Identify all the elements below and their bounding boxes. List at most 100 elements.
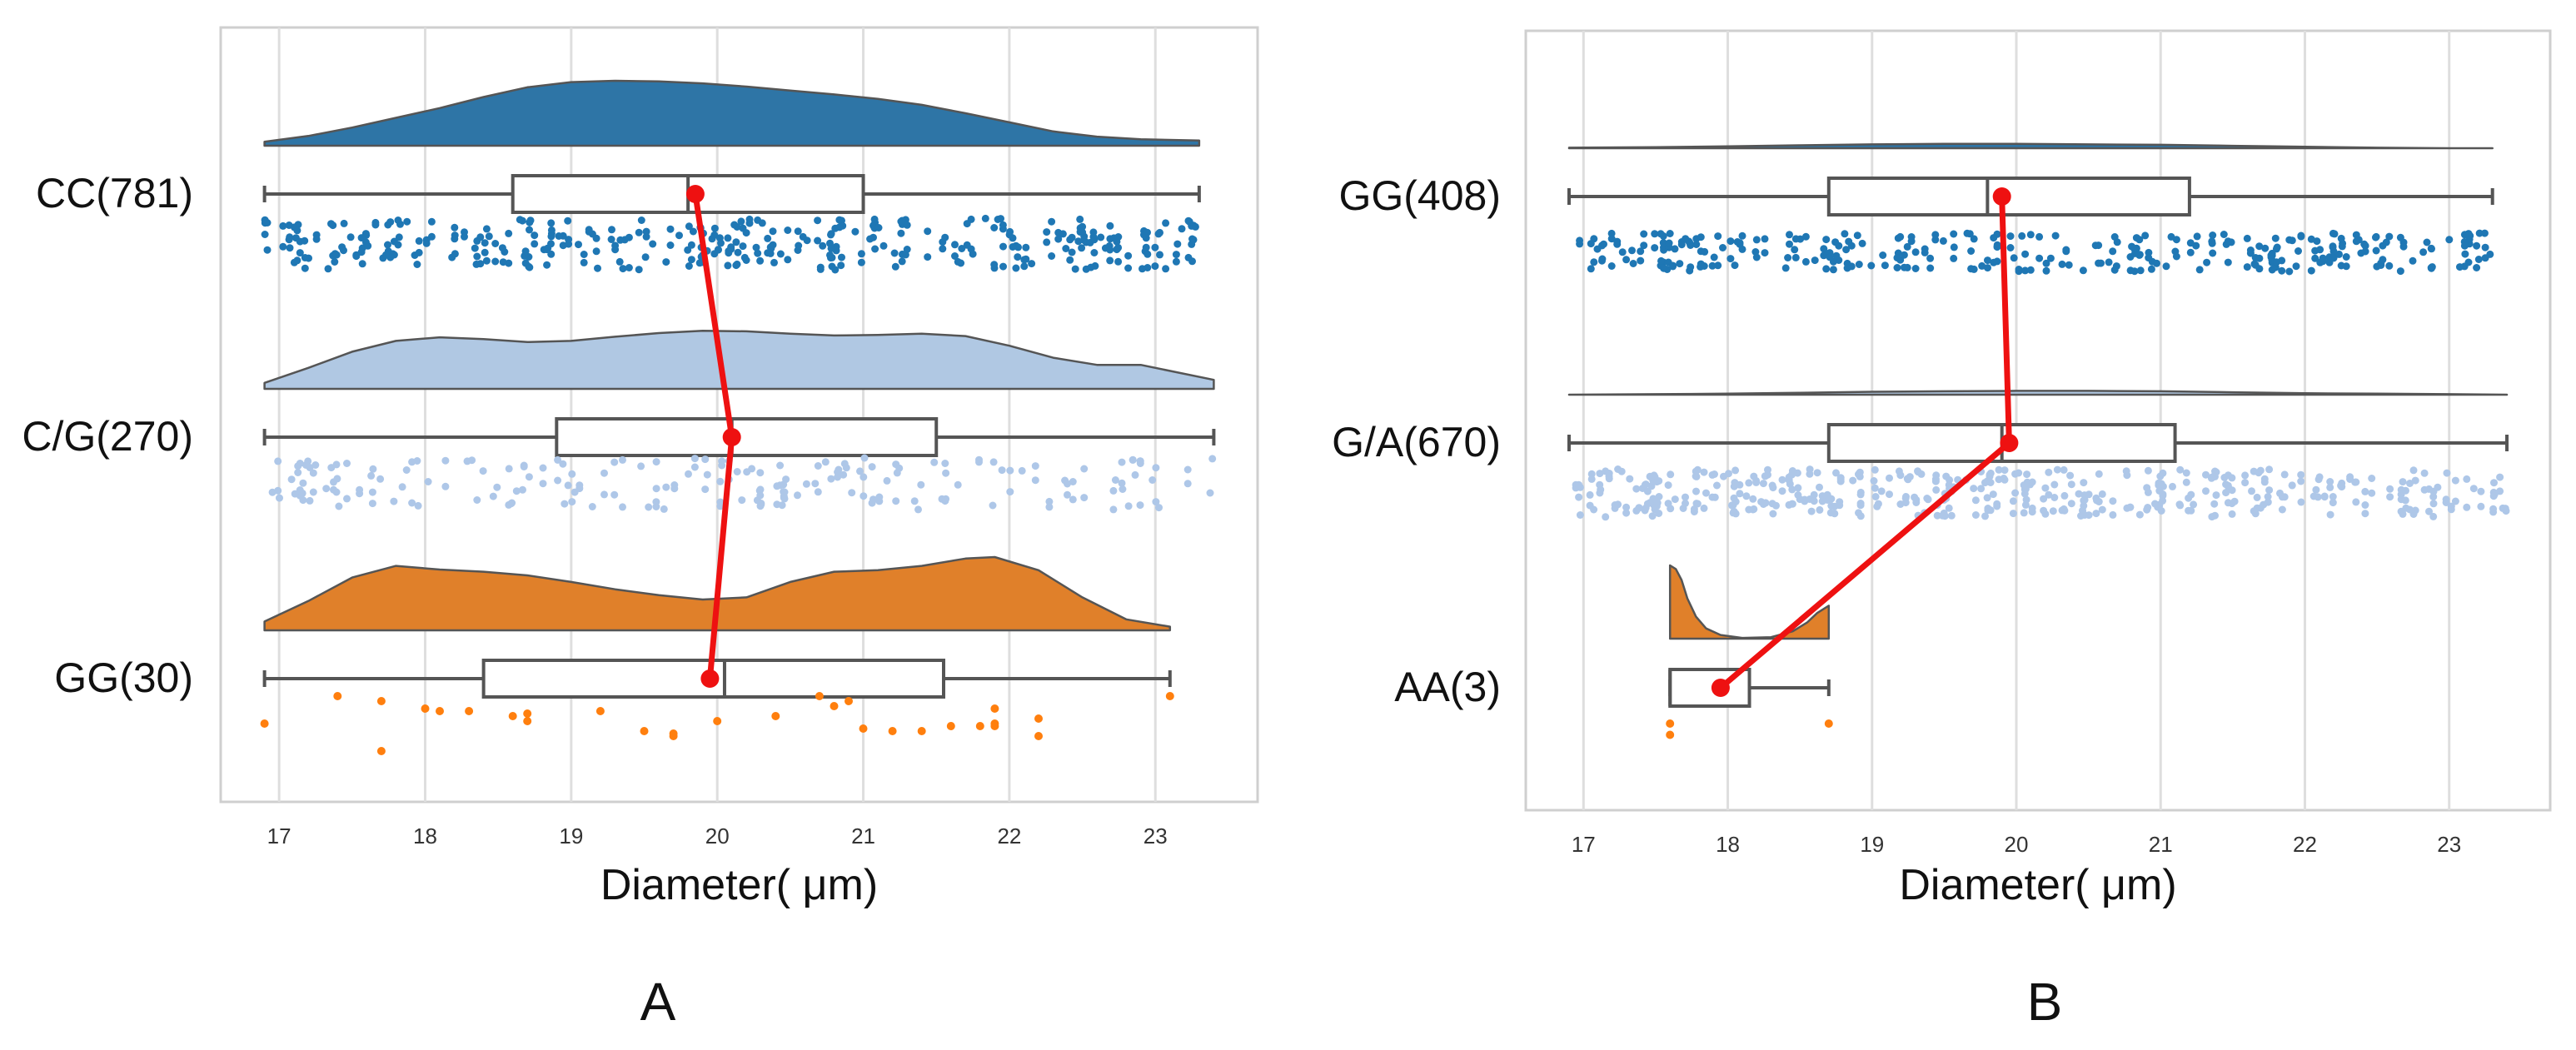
rain-point: [343, 495, 351, 503]
rain-point: [2018, 231, 2026, 240]
rain-point: [685, 262, 693, 270]
rain-point: [1900, 263, 1908, 271]
rain-point: [684, 246, 692, 254]
rain-point: [588, 503, 596, 510]
rain-point: [2042, 259, 2050, 267]
rain-point: [745, 215, 754, 223]
rain-point: [666, 225, 675, 233]
rain-point: [521, 247, 530, 256]
rain-point: [1832, 469, 1840, 477]
rain-point: [2361, 510, 2369, 518]
rain-point: [2210, 500, 2219, 508]
mean-marker: [685, 185, 705, 203]
rain-point: [1009, 243, 1017, 251]
rain-point: [2425, 507, 2433, 515]
rain-point: [1109, 486, 1118, 495]
rain-point: [335, 502, 343, 510]
rain-point: [279, 221, 287, 230]
rain-point: [690, 455, 699, 463]
rain-point: [1048, 252, 1056, 260]
mean-marker: [700, 669, 720, 688]
rain-point: [1719, 244, 1726, 251]
rain-point: [358, 260, 366, 268]
rain-point: [2447, 505, 2455, 514]
rain-point: [1191, 222, 1199, 231]
rain-point: [1066, 256, 1074, 264]
rain-point: [1139, 265, 1146, 273]
rain-point: [2297, 477, 2305, 485]
rain-point: [476, 233, 485, 241]
rain-point: [773, 482, 781, 490]
rain-point: [2429, 493, 2438, 501]
rain-point: [1080, 494, 1089, 502]
rain-point: [2386, 485, 2394, 493]
rain-point: [727, 245, 735, 253]
rain-point: [2272, 258, 2280, 266]
rain-point: [941, 233, 949, 241]
rain-point: [2477, 502, 2485, 510]
rain-point: [2095, 470, 2103, 478]
rain-point: [2385, 261, 2394, 270]
rain-point: [507, 500, 516, 508]
rain-point: [2297, 232, 2305, 241]
rain-point: [322, 485, 331, 493]
group-label: G/A(670): [1332, 419, 1501, 465]
rain-point: [580, 251, 588, 258]
rain-point: [1664, 500, 1672, 508]
rain-point: [564, 216, 572, 225]
rain-point: [780, 488, 789, 496]
rain-point: [1124, 251, 1133, 260]
rain-point: [2372, 246, 2380, 255]
rain-point: [274, 486, 282, 495]
rain-point: [2080, 495, 2089, 504]
rain-point: [2143, 484, 2151, 492]
rain-point: [357, 248, 366, 256]
rain-point: [539, 464, 547, 472]
mean-marker: [1711, 679, 1730, 697]
rain-point: [1710, 253, 1718, 261]
rain-point: [1816, 505, 1824, 514]
rain-point: [2267, 251, 2275, 260]
rain-point: [2079, 266, 2087, 275]
rain-point: [285, 236, 293, 244]
rain-point: [1842, 246, 1851, 254]
rain-point: [828, 253, 836, 261]
rain-point: [2186, 248, 2195, 256]
rain-point: [1786, 231, 1793, 239]
rain-point: [738, 496, 746, 505]
rain-point: [619, 503, 626, 511]
rain-point: [2419, 248, 2428, 256]
rain-point: [610, 490, 619, 499]
rain-point: [1602, 467, 1610, 475]
rain-point: [2288, 481, 2296, 490]
rain-point: [1074, 237, 1083, 246]
rain-point: [1635, 504, 1643, 512]
rain-point: [1971, 511, 1980, 519]
rain-point: [390, 237, 398, 246]
rain-point: [481, 239, 489, 247]
rain-point: [414, 501, 422, 510]
rain-point: [1926, 254, 1935, 262]
rain-point: [1646, 472, 1654, 480]
rain-point: [1901, 494, 1910, 502]
rain-point: [1014, 253, 1022, 261]
rain-point: [2050, 480, 2059, 489]
rain-point: [1867, 261, 1876, 270]
rain-point: [770, 258, 778, 266]
rain-point: [1607, 235, 1616, 243]
rain-point: [1652, 502, 1661, 510]
rain-point: [1068, 248, 1076, 256]
rain-point: [356, 485, 364, 494]
rain-point: [1178, 225, 1186, 233]
rain-point: [2182, 478, 2190, 486]
rain-point: [2251, 261, 2260, 269]
rain-point: [903, 221, 911, 229]
rain-point: [1711, 470, 1718, 478]
rain-point: [519, 485, 526, 494]
rain-point: [610, 458, 619, 466]
rain-points: [261, 214, 1199, 274]
rain-point: [2409, 466, 2418, 475]
rain-point: [1156, 251, 1163, 259]
rain-point: [2490, 479, 2498, 487]
rain-point: [1087, 263, 1095, 271]
